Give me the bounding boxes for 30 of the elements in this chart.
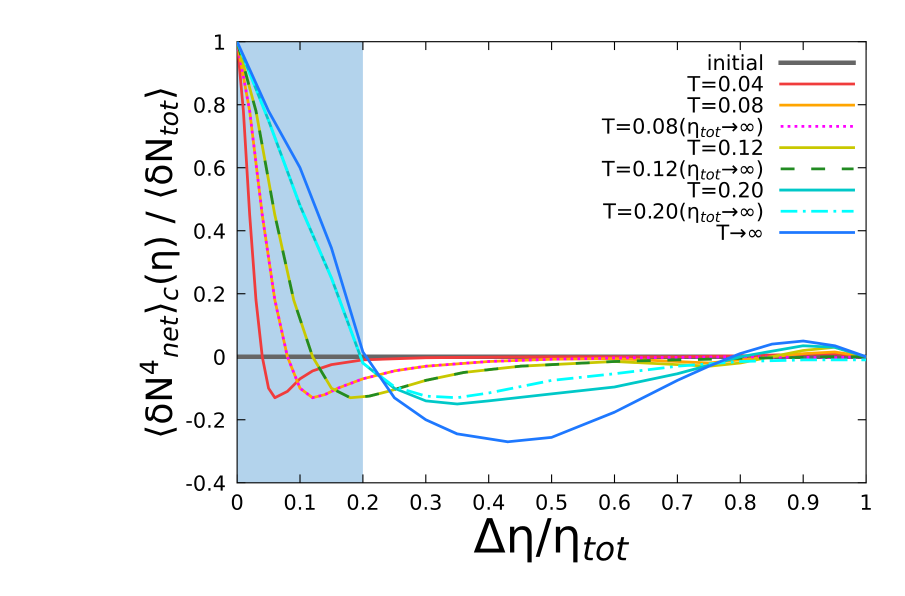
y-axis-title: ⟨δN$^{4}$$_{net}$⟩$_{c}$(η) / ⟨δN$_{tot}$⟩ <box>140 89 180 436</box>
x-tick-label: 1 <box>862 494 871 510</box>
y-tick-label: 0.6 <box>194 160 225 176</box>
x-tick-label: 0.3 <box>410 494 441 510</box>
legend-label: T=0.08 <box>687 96 763 113</box>
x-tick-label: 0.7 <box>662 494 692 510</box>
x-tick-label: 0.9 <box>788 494 818 510</box>
legend-label: T=0.12(η$_{tot}$→∞) <box>602 160 762 180</box>
x-tick-label: 0.6 <box>599 494 630 510</box>
legend-label: T=0.20 <box>687 182 763 198</box>
x-tick-label: 0.5 <box>536 494 566 510</box>
legend-label: T=0.04 <box>687 76 763 92</box>
y-tick-label: 0.4 <box>194 223 225 239</box>
y-tick-label: -0.2 <box>186 412 224 428</box>
legend-label: initial <box>708 54 762 70</box>
y-tick-label: 0 <box>214 349 225 365</box>
legend-label: T=0.12 <box>687 139 762 156</box>
x-tick-label: 0.2 <box>348 494 378 510</box>
y-tick-label: 0.2 <box>194 286 224 302</box>
legend-label: T=0.08(η$_{tot}$→∞) <box>602 118 762 138</box>
x-tick-label: 0.1 <box>284 494 315 510</box>
x-tick-label: 0.4 <box>474 494 504 510</box>
y-tick-label: 1 <box>215 34 224 50</box>
legend-label: T→∞ <box>716 224 762 240</box>
x-tick-label: 0 <box>232 494 242 510</box>
y-tick-label: 0.8 <box>194 97 225 113</box>
x-axis-title: Δη/η$_{tot}$ <box>474 518 630 562</box>
x-tick-label: 0.8 <box>725 494 756 510</box>
y-tick-label: -0.4 <box>186 475 225 491</box>
legend-label: T=0.20(η$_{tot}$→∞) <box>603 202 762 223</box>
